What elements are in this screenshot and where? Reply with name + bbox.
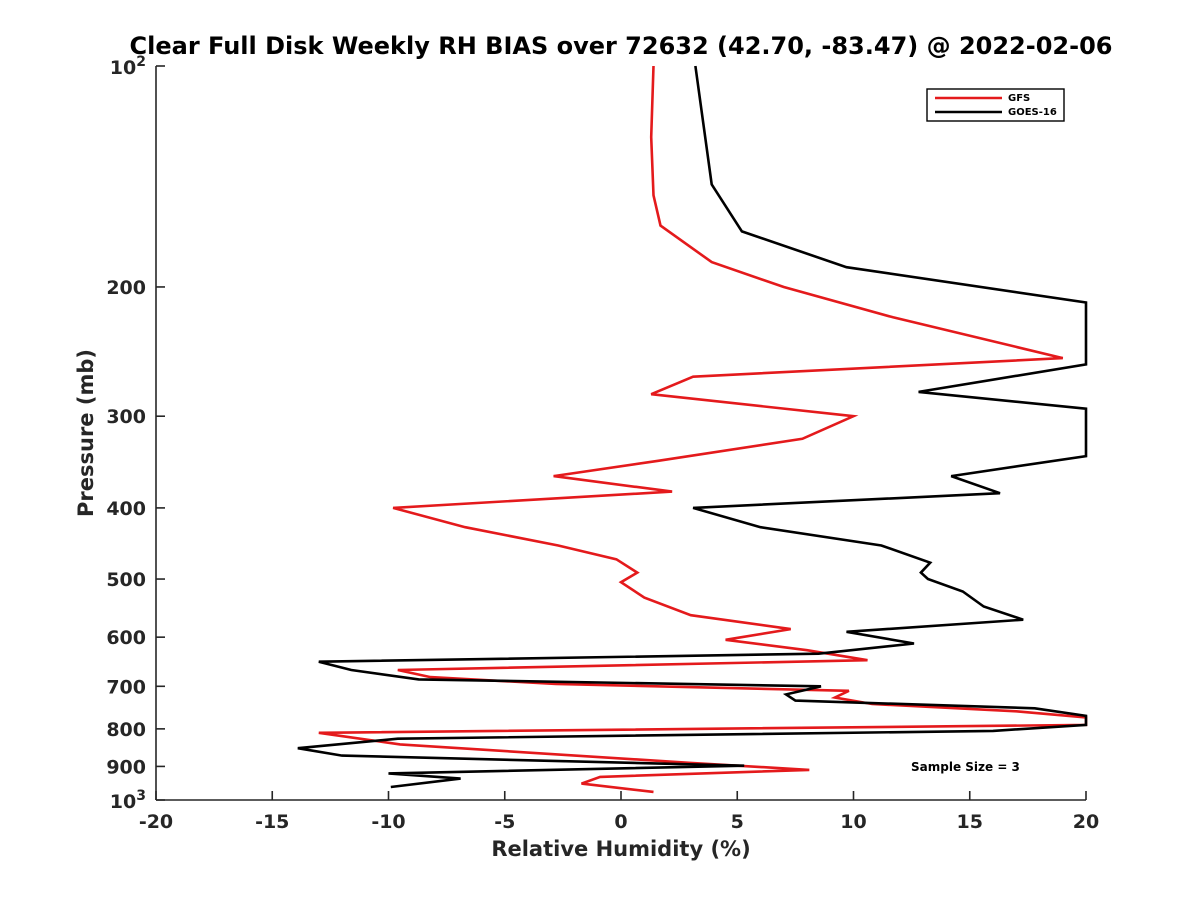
x-tick-label: -20 [139,811,173,833]
x-tick-label: 0 [614,811,627,833]
y-tick-label: 500 [106,569,146,591]
y-tick-label-top: 102 [110,54,146,79]
x-tick-label: -5 [494,811,515,833]
y-tick-label: 200 [106,277,146,299]
x-tick-label: 15 [957,811,983,833]
legend-label-goes-16: GOES-16 [1008,107,1057,118]
series-layer [297,65,1088,794]
y-tick-label: 300 [106,406,146,428]
y-axis-label: Pressure (mb) [74,349,98,517]
y-tick-label: 900 [106,756,146,778]
legend-box [926,88,1065,122]
chart-title: Clear Full Disk Weekly RH BIAS over 7263… [130,32,1113,60]
y-tick-label-bottom: 103 [110,788,146,813]
x-tick-label: 10 [840,811,866,833]
x-tick-label: 5 [731,811,744,833]
x-axis-ticks: -20 -15 -10 -5 0 5 10 15 20 [139,791,1099,833]
x-tick-label: -10 [371,811,405,833]
legend-label-gfs: GFS [1008,93,1030,104]
x-tick-label: -15 [255,811,289,833]
sample-size-annotation: Sample Size = 3 [911,760,1020,774]
y-tick-label: 400 [106,498,146,520]
y-tick-label: 700 [106,676,146,698]
y-tick-label: 800 [106,719,146,741]
legend: GFS GOES-16 [926,88,1065,122]
y-axis-ticks: 200 300 400 500 600 700 800 900 102 103 [106,54,165,813]
x-axis-label: Relative Humidity (%) [491,837,750,861]
series-line-goes-16 [297,65,1088,789]
x-tick-label: 20 [1073,811,1099,833]
y-tick-label: 600 [106,627,146,649]
